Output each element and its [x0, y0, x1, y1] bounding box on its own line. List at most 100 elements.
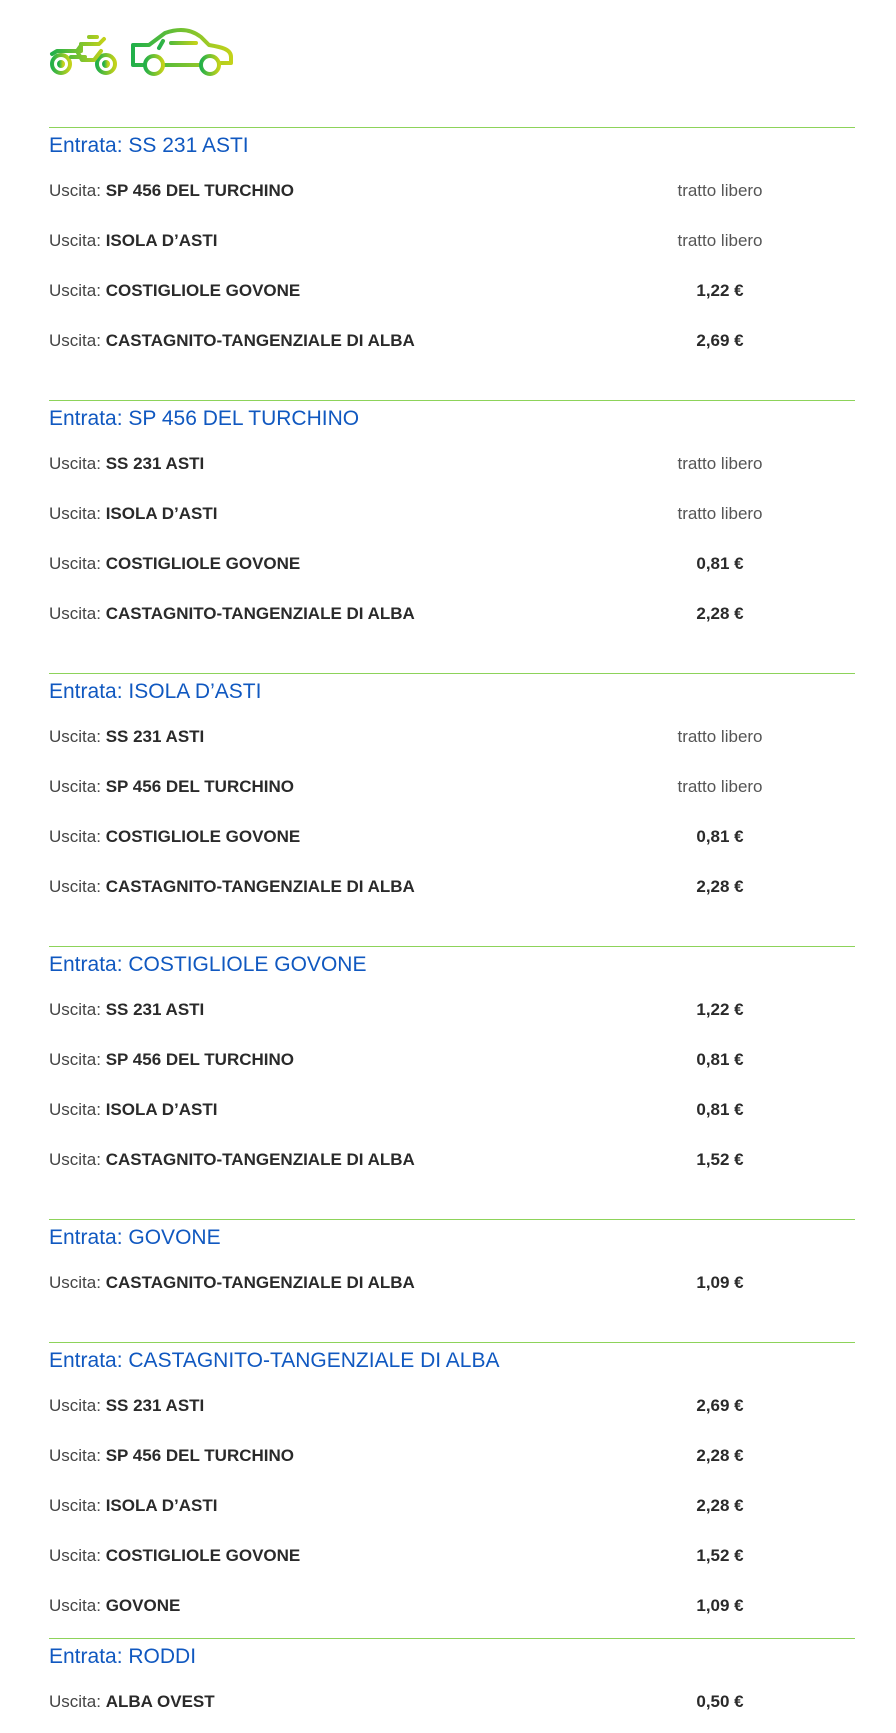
exit-label: Uscita: SP 456 DEL TURCHINO	[49, 1446, 649, 1466]
toll-list: Entrata: SS 231 ASTI Uscita: SP 456 DEL …	[49, 127, 855, 1727]
exit-row: Uscita: SS 231 ASTI tratto libero	[49, 712, 855, 762]
entry-heading: Entrata: RODDI	[49, 1639, 855, 1677]
exit-name: ISOLA D’ASTI	[105, 1496, 218, 1515]
exit-name: SP 456 DEL TURCHINO	[105, 181, 295, 200]
exit-label: Uscita: GOVONE	[49, 1596, 649, 1616]
toll-price: 1,09 €	[696, 1596, 744, 1615]
vehicle-icons	[49, 27, 239, 77]
exit-label: Uscita: CASTAGNITO-TANGENZIALE DI ALBA	[49, 1150, 649, 1170]
toll-price: tratto libero	[677, 777, 763, 796]
toll-price: 2,28 €	[696, 877, 744, 896]
exit-label: Uscita: SP 456 DEL TURCHINO	[49, 777, 649, 797]
exit-name: COSTIGLIOLE GOVONE	[105, 281, 301, 300]
exit-label: Uscita: ALBA OVEST	[49, 1692, 649, 1712]
exit-row: Uscita: SP 456 DEL TURCHINO 0,81 €	[49, 1035, 855, 1085]
toll-price: 2,28 €	[696, 1496, 744, 1515]
exit-prefix: Uscita:	[49, 554, 101, 573]
exit-row: Uscita: ALBA OVEST 0,50 €	[49, 1677, 855, 1727]
exit-name: ISOLA D’ASTI	[105, 231, 218, 250]
entry-name: CASTAGNITO-TANGENZIALE DI ALBA	[128, 1349, 500, 1372]
exit-row: Uscita: ISOLA D’ASTI 2,28 €	[49, 1481, 855, 1531]
exit-label: Uscita: SS 231 ASTI	[49, 1396, 649, 1416]
exit-row: Uscita: ISOLA D’ASTI 0,81 €	[49, 1085, 855, 1135]
entry-section: Entrata: SP 456 DEL TURCHINO Uscita: SS …	[49, 400, 855, 639]
exit-name: CASTAGNITO-TANGENZIALE DI ALBA	[105, 331, 415, 350]
toll-price: 1,22 €	[696, 281, 744, 300]
entry-heading: Entrata: ISOLA D’ASTI	[49, 674, 855, 712]
exit-row: Uscita: SP 456 DEL TURCHINO 2,28 €	[49, 1431, 855, 1481]
entry-section: Entrata: GOVONE Uscita: CASTAGNITO-TANGE…	[49, 1219, 855, 1308]
toll-price: tratto libero	[677, 231, 763, 250]
exit-row: Uscita: CASTAGNITO-TANGENZIALE DI ALBA 2…	[49, 862, 855, 912]
exit-prefix: Uscita:	[49, 1150, 101, 1169]
entry-prefix: Entrata:	[49, 134, 123, 157]
exit-label: Uscita: COSTIGLIOLE GOVONE	[49, 554, 649, 574]
toll-price: 1,52 €	[696, 1150, 744, 1169]
exit-row: Uscita: CASTAGNITO-TANGENZIALE DI ALBA 2…	[49, 316, 855, 366]
exit-row: Uscita: SS 231 ASTI tratto libero	[49, 439, 855, 489]
toll-price: 2,28 €	[696, 1446, 744, 1465]
exit-row: Uscita: ISOLA D’ASTI tratto libero	[49, 216, 855, 266]
exit-prefix: Uscita:	[49, 1546, 101, 1565]
exit-row: Uscita: SS 231 ASTI 1,22 €	[49, 985, 855, 1035]
toll-price: 0,50 €	[696, 1692, 744, 1711]
entry-name: GOVONE	[128, 1226, 221, 1249]
exit-prefix: Uscita:	[49, 1273, 101, 1292]
entry-name: ISOLA D’ASTI	[128, 680, 262, 703]
exit-row: Uscita: COSTIGLIOLE GOVONE 1,22 €	[49, 266, 855, 316]
exit-prefix: Uscita:	[49, 1596, 101, 1615]
exit-label: Uscita: SP 456 DEL TURCHINO	[49, 181, 649, 201]
exit-name: SP 456 DEL TURCHINO	[105, 777, 295, 796]
toll-price: 2,69 €	[696, 331, 744, 350]
toll-price: 0,81 €	[696, 827, 744, 846]
exit-label: Uscita: CASTAGNITO-TANGENZIALE DI ALBA	[49, 604, 649, 624]
entry-name: SS 231 ASTI	[128, 134, 249, 157]
exit-label: Uscita: ISOLA D’ASTI	[49, 1496, 649, 1516]
exit-label: Uscita: ISOLA D’ASTI	[49, 1100, 649, 1120]
toll-price: tratto libero	[677, 454, 763, 473]
exit-name: SP 456 DEL TURCHINO	[105, 1050, 295, 1069]
entry-section: Entrata: SS 231 ASTI Uscita: SP 456 DEL …	[49, 127, 855, 366]
toll-price: 0,81 €	[696, 554, 744, 573]
exit-label: Uscita: SS 231 ASTI	[49, 727, 649, 747]
entry-name: SP 456 DEL TURCHINO	[128, 407, 360, 430]
exit-row: Uscita: CASTAGNITO-TANGENZIALE DI ALBA 1…	[49, 1258, 855, 1308]
exit-label: Uscita: SS 231 ASTI	[49, 454, 649, 474]
exit-name: SP 456 DEL TURCHINO	[105, 1446, 295, 1465]
exit-name: SS 231 ASTI	[105, 1396, 205, 1415]
exit-name: CASTAGNITO-TANGENZIALE DI ALBA	[105, 604, 415, 623]
toll-price: 1,52 €	[696, 1546, 744, 1565]
exit-row: Uscita: COSTIGLIOLE GOVONE 0,81 €	[49, 539, 855, 589]
entry-heading: Entrata: GOVONE	[49, 1220, 855, 1258]
exit-label: Uscita: COSTIGLIOLE GOVONE	[49, 281, 649, 301]
entry-prefix: Entrata:	[49, 1645, 123, 1668]
exit-name: SS 231 ASTI	[105, 1000, 205, 1019]
entry-heading: Entrata: COSTIGLIOLE GOVONE	[49, 947, 855, 985]
entry-section: Entrata: ISOLA D’ASTI Uscita: SS 231 AST…	[49, 673, 855, 912]
toll-price: tratto libero	[677, 727, 763, 746]
exit-name: ISOLA D’ASTI	[105, 1100, 218, 1119]
motorcycle-icon[interactable]	[49, 27, 119, 77]
entry-prefix: Entrata:	[49, 680, 123, 703]
exit-name: CASTAGNITO-TANGENZIALE DI ALBA	[105, 1150, 415, 1169]
exit-row: Uscita: COSTIGLIOLE GOVONE 1,52 €	[49, 1531, 855, 1581]
exit-label: Uscita: COSTIGLIOLE GOVONE	[49, 827, 649, 847]
entry-section: Entrata: COSTIGLIOLE GOVONE Uscita: SS 2…	[49, 946, 855, 1185]
exit-label: Uscita: ISOLA D’ASTI	[49, 231, 649, 251]
exit-name: SS 231 ASTI	[105, 727, 205, 746]
exit-name: GOVONE	[105, 1596, 181, 1615]
toll-price: 1,22 €	[696, 1000, 744, 1019]
exit-row: Uscita: GOVONE 1,09 €	[49, 1581, 855, 1631]
exit-name: ISOLA D’ASTI	[105, 504, 218, 523]
exit-prefix: Uscita:	[49, 777, 101, 796]
exit-row: Uscita: SP 456 DEL TURCHINO tratto liber…	[49, 166, 855, 216]
car-icon[interactable]	[129, 27, 239, 77]
exit-prefix: Uscita:	[49, 1050, 101, 1069]
exit-label: Uscita: ISOLA D’ASTI	[49, 504, 649, 524]
exit-prefix: Uscita:	[49, 454, 101, 473]
exit-name: ALBA OVEST	[105, 1692, 215, 1711]
exit-label: Uscita: CASTAGNITO-TANGENZIALE DI ALBA	[49, 877, 649, 897]
exit-row: Uscita: CASTAGNITO-TANGENZIALE DI ALBA 1…	[49, 1135, 855, 1185]
entry-name: RODDI	[128, 1645, 197, 1668]
entry-prefix: Entrata:	[49, 407, 123, 430]
